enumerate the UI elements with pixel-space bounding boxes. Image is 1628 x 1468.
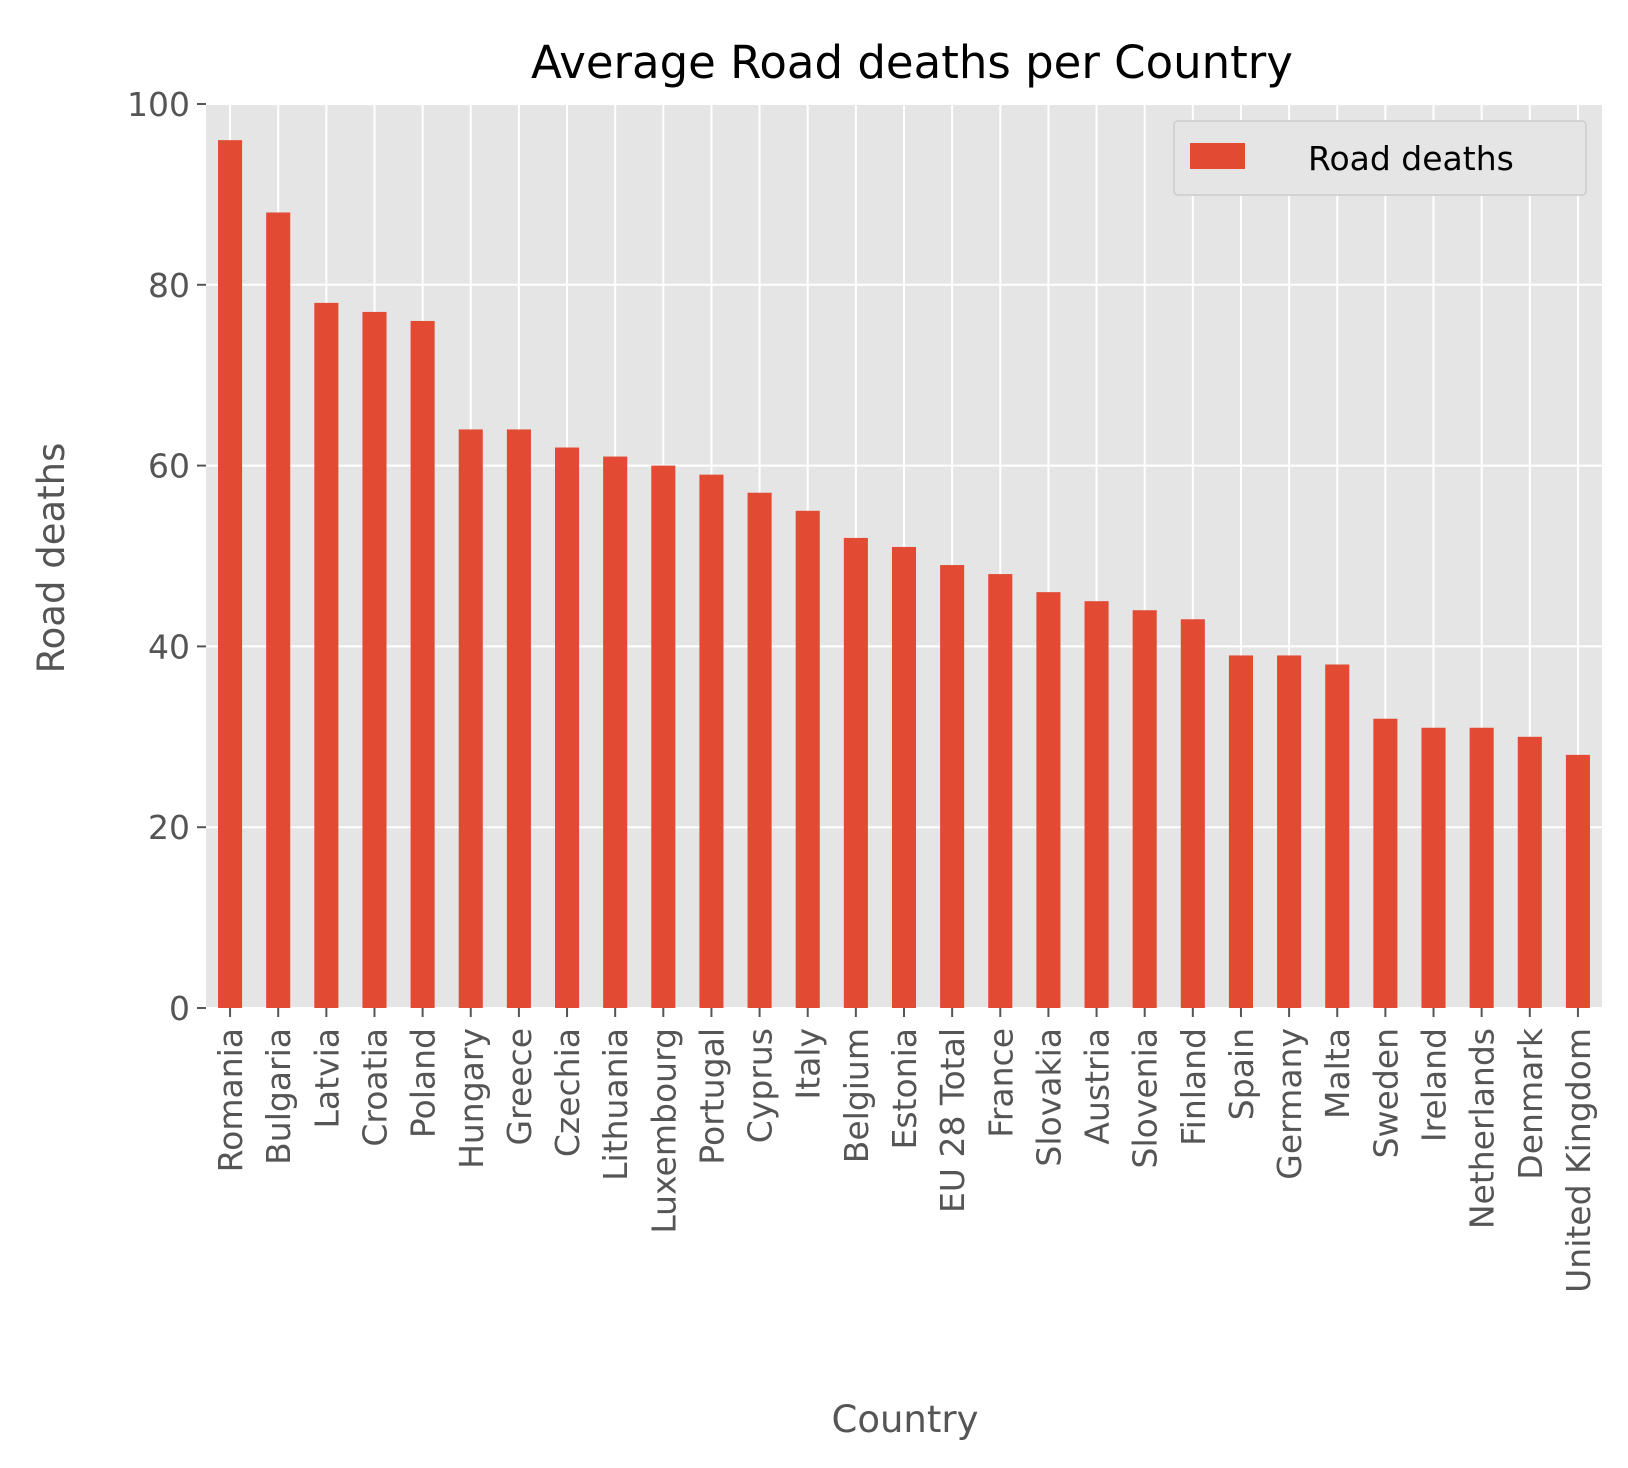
x-tick-label: Poland bbox=[404, 1028, 443, 1138]
bar-latvia bbox=[314, 302, 339, 1008]
bar-finland bbox=[1180, 619, 1205, 1008]
y-axis-label: Road deaths bbox=[30, 443, 73, 674]
x-tick-label: Greece bbox=[500, 1028, 539, 1145]
bar-italy bbox=[795, 510, 820, 1008]
x-tick-label: Belgium bbox=[837, 1028, 876, 1163]
bar-bulgaria bbox=[266, 212, 291, 1009]
bars bbox=[218, 140, 1590, 1009]
bar-luxembourg bbox=[651, 465, 676, 1009]
bar-germany bbox=[1277, 655, 1302, 1008]
bar-croatia bbox=[362, 311, 387, 1008]
x-tick-label: Croatia bbox=[355, 1028, 394, 1147]
x-tick-label: Luxembourg bbox=[644, 1028, 683, 1234]
x-tick-label: Germany bbox=[1270, 1028, 1309, 1180]
x-tick-label: Malta bbox=[1318, 1028, 1357, 1119]
y-tick-label: 40 bbox=[148, 627, 190, 666]
bar-cyprus bbox=[747, 492, 772, 1009]
y-tick-label: 60 bbox=[148, 447, 190, 486]
x-axis-label: Country bbox=[832, 1398, 979, 1441]
bar-ireland bbox=[1421, 727, 1446, 1008]
x-tick-label: Netherlands bbox=[1463, 1028, 1502, 1229]
x-tick-label: EU 28 Total bbox=[933, 1028, 972, 1213]
x-tick-label: Bulgaria bbox=[259, 1028, 298, 1165]
legend: Road deaths bbox=[1173, 120, 1587, 196]
bar-spain bbox=[1228, 655, 1253, 1008]
x-tick-label: Cyprus bbox=[741, 1028, 780, 1143]
x-tick-label: Italy bbox=[789, 1028, 828, 1100]
bar-poland bbox=[410, 320, 435, 1009]
bar-slovakia bbox=[1036, 592, 1061, 1008]
x-tick-label: Ireland bbox=[1415, 1028, 1454, 1142]
bar-estonia bbox=[891, 546, 917, 1008]
x-tick-label: Slovakia bbox=[1029, 1028, 1068, 1167]
bar-malta bbox=[1325, 664, 1350, 1008]
x-tick-label: Hungary bbox=[452, 1028, 491, 1169]
x-tick-label: Slovenia bbox=[1126, 1028, 1165, 1168]
x-tick-label: Portugal bbox=[692, 1028, 731, 1165]
tick-marks bbox=[197, 103, 1579, 1017]
bar-sweden bbox=[1373, 718, 1398, 1008]
x-tick-label: Denmark bbox=[1511, 1027, 1550, 1180]
legend-label: Road deaths bbox=[1308, 139, 1514, 178]
y-tick-labels: 0 20 40 60 80 100 bbox=[127, 85, 190, 1028]
bar-greece bbox=[506, 429, 531, 1008]
y-tick-label: 0 bbox=[169, 989, 190, 1028]
chart-title: Average Road deaths per Country bbox=[531, 36, 1293, 89]
x-tick-label: United Kingdom bbox=[1559, 1028, 1598, 1293]
bar-belgium bbox=[843, 537, 868, 1008]
bar-lithuania bbox=[603, 456, 628, 1008]
bar-denmark bbox=[1517, 736, 1542, 1008]
x-tick-label: Estonia bbox=[885, 1028, 924, 1149]
x-tick-label: Sweden bbox=[1366, 1028, 1405, 1158]
x-tick-label: Spain bbox=[1222, 1028, 1261, 1120]
bar-france bbox=[988, 574, 1013, 1008]
y-tick-label: 100 bbox=[127, 85, 190, 124]
legend-box bbox=[1173, 120, 1587, 196]
y-tick-label: 20 bbox=[148, 808, 190, 847]
bar-austria bbox=[1084, 601, 1109, 1008]
legend-swatch bbox=[1190, 143, 1245, 169]
x-tick-label: Latvia bbox=[307, 1028, 346, 1128]
bar-netherlands bbox=[1469, 727, 1494, 1008]
x-tick-labels: Romania Bulgaria Latvia Croatia Poland Hungar… bbox=[211, 1027, 1598, 1293]
x-tick-label: Austria bbox=[1078, 1028, 1117, 1145]
x-tick-label: Romania bbox=[211, 1028, 250, 1172]
bar-united-kingdom bbox=[1565, 754, 1590, 1008]
bar-czechia bbox=[555, 447, 580, 1008]
bar-romania bbox=[218, 140, 243, 1008]
bar-portugal bbox=[699, 474, 724, 1008]
bar-hungary bbox=[458, 429, 483, 1008]
bar-slovenia bbox=[1132, 610, 1157, 1008]
bar-eu-28-total bbox=[940, 565, 965, 1008]
x-tick-label: France bbox=[981, 1028, 1020, 1138]
y-tick-label: 80 bbox=[148, 266, 190, 305]
x-tick-label: Czechia bbox=[548, 1028, 587, 1157]
x-tick-label: Lithuania bbox=[596, 1028, 635, 1181]
x-tick-label: Finland bbox=[1174, 1028, 1213, 1146]
